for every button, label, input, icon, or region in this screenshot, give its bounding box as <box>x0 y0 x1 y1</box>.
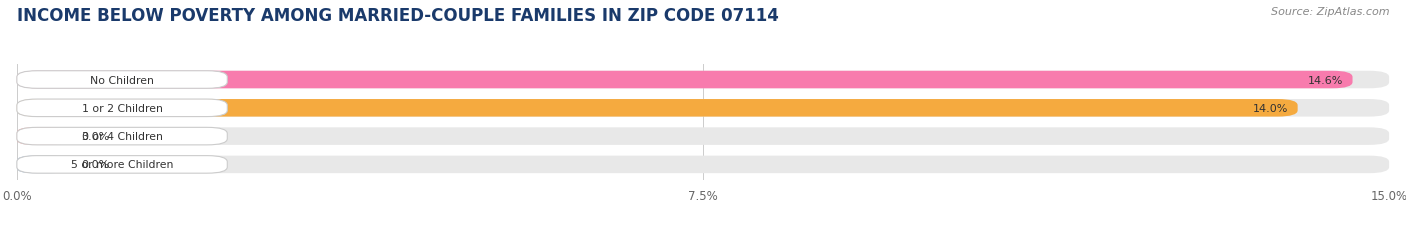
FancyBboxPatch shape <box>17 100 228 117</box>
FancyBboxPatch shape <box>17 100 1298 117</box>
Text: 1 or 2 Children: 1 or 2 Children <box>82 103 163 113</box>
FancyBboxPatch shape <box>17 128 67 145</box>
Text: 14.6%: 14.6% <box>1308 75 1343 85</box>
Text: 3 or 4 Children: 3 or 4 Children <box>82 131 163 142</box>
FancyBboxPatch shape <box>17 71 1353 89</box>
FancyBboxPatch shape <box>17 71 228 89</box>
Text: Source: ZipAtlas.com: Source: ZipAtlas.com <box>1271 7 1389 17</box>
Text: No Children: No Children <box>90 75 155 85</box>
FancyBboxPatch shape <box>17 71 1389 89</box>
FancyBboxPatch shape <box>17 100 1389 117</box>
Text: INCOME BELOW POVERTY AMONG MARRIED-COUPLE FAMILIES IN ZIP CODE 07114: INCOME BELOW POVERTY AMONG MARRIED-COUPL… <box>17 7 779 25</box>
Text: 0.0%: 0.0% <box>82 160 110 170</box>
Text: 14.0%: 14.0% <box>1253 103 1288 113</box>
Text: 5 or more Children: 5 or more Children <box>70 160 173 170</box>
FancyBboxPatch shape <box>17 156 1389 173</box>
Text: 0.0%: 0.0% <box>82 131 110 142</box>
FancyBboxPatch shape <box>17 128 1389 145</box>
FancyBboxPatch shape <box>17 128 228 145</box>
FancyBboxPatch shape <box>17 156 228 173</box>
FancyBboxPatch shape <box>17 156 67 173</box>
